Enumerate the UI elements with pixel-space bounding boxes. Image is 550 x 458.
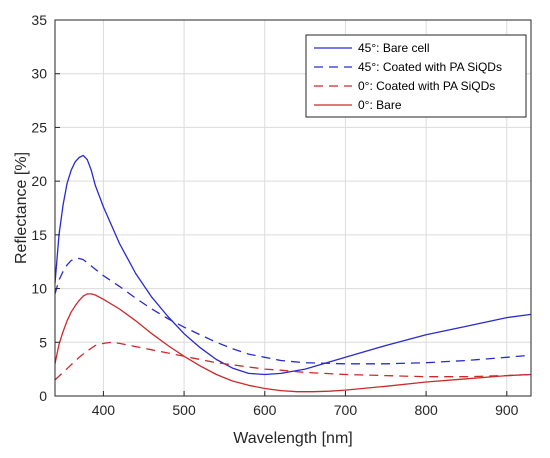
plot-frame [54,19,532,397]
ticks: 400 500 600 700 800 900 0 5 10 15 20 25 30 35 [31,12,518,418]
legend-label: 0°: Bare [358,98,402,112]
legend-label: 45°: Coated with PA SiQDs [358,60,502,74]
x-axis-label: Wavelength [nm] [233,430,352,447]
series-line-2 [54,257,532,365]
legend-box [305,34,527,118]
legend-label: 0°: Coated with PA SiQDs [358,79,495,93]
y-tick-label: 35 [31,12,47,28]
x-tick-label: 900 [495,402,519,418]
series-line-3 [54,341,532,381]
y-tick-label: 10 [31,281,47,297]
y-tick-label: 30 [31,66,47,82]
x-tick-label: 800 [414,402,438,418]
series-layer [54,154,532,393]
series-line-1 [54,154,532,376]
y-tick-label: 5 [39,334,47,350]
y-tick-label: 25 [31,119,47,135]
x-tick-label: 600 [253,402,277,418]
y-tick-label: 20 [31,173,47,189]
y-axis-label: Reflectance [%] [13,152,30,264]
y-tick-label: 15 [31,227,47,243]
x-tick-label: 700 [334,402,358,418]
x-tick-label: 400 [92,402,116,418]
series-line-4 [54,293,532,393]
legend-label: 45°: Bare cell [358,41,430,55]
y-tick-label: 0 [39,388,47,404]
x-tick-label: 500 [172,402,196,418]
legend: 45°: Bare cell 45°: Coated with PA SiQDs 0… [305,34,527,118]
